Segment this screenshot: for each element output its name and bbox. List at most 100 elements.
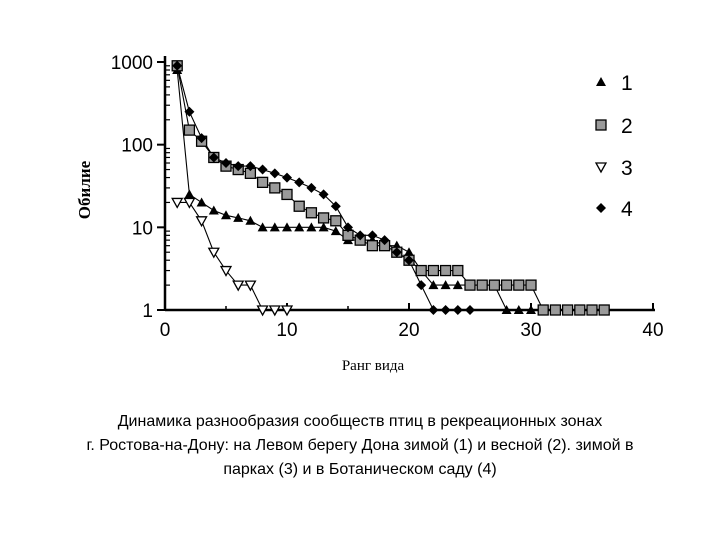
- series-4-point: [318, 189, 329, 200]
- series-2-point: [427, 264, 440, 277]
- series-4-point: [391, 247, 402, 258]
- series-2-point: [439, 264, 452, 277]
- series-3-point: [195, 216, 208, 228]
- series-1-point: [257, 222, 268, 232]
- data-markers: [171, 60, 610, 317]
- series-1-point: [196, 197, 207, 207]
- series-4-point: [282, 172, 292, 183]
- series-1-point: [245, 215, 256, 225]
- series-4-point: [306, 182, 317, 193]
- series-2-point: [513, 279, 525, 291]
- series-4-point: [343, 222, 353, 233]
- series-4-point: [196, 133, 207, 144]
- series-1-point: [428, 280, 439, 290]
- series-4-point: [257, 164, 268, 175]
- legend-4-marker: [596, 203, 606, 213]
- series-1-point: [501, 305, 512, 314]
- series-3-point: [268, 305, 281, 317]
- series-3-point: [219, 265, 233, 277]
- series-2-point: [317, 212, 330, 224]
- series-1-point: [318, 222, 329, 232]
- series-3-point: [280, 305, 294, 317]
- series-2-point: [366, 240, 379, 252]
- legend-1-label: 1: [621, 72, 633, 95]
- legend-2-label: 2: [621, 115, 633, 138]
- series-1-point: [306, 222, 317, 232]
- series-3-point: [256, 305, 269, 317]
- series-3-point: [171, 197, 184, 209]
- series-4-point: [465, 305, 475, 315]
- series-3-point: [207, 247, 220, 259]
- series-2-point: [525, 279, 537, 291]
- series-4-point: [233, 161, 244, 172]
- series-4-point: [208, 152, 219, 163]
- series-4-point: [221, 158, 231, 169]
- series-2-point: [452, 264, 464, 277]
- x-axis-label: Ранг вида: [342, 358, 405, 374]
- series-1-point: [269, 222, 280, 232]
- series-2-point: [281, 188, 293, 201]
- series-2-point: [293, 200, 305, 212]
- legend: 1 2 3 4: [594, 72, 633, 221]
- y-tick-label: 100: [121, 136, 153, 157]
- legend-1-marker: [596, 77, 606, 86]
- series-1-point: [440, 280, 451, 290]
- series-1-point: [282, 222, 292, 232]
- chart-axes: 0 10 20 30 40 1 10 100 1000: [111, 53, 664, 341]
- series-2-point: [256, 176, 269, 189]
- series-2-point: [488, 279, 501, 291]
- series-2-line: [176, 65, 605, 311]
- series-1-point: [452, 280, 463, 290]
- series-2-point: [464, 279, 476, 291]
- series-4-point: [379, 235, 390, 246]
- series-4-point: [452, 305, 463, 315]
- y-tick-label: 1: [142, 301, 153, 322]
- series-4-point: [294, 177, 305, 188]
- series-3-point: [244, 280, 257, 292]
- series-2-point: [330, 215, 342, 227]
- series-4-point: [428, 305, 439, 315]
- rank-abundance-chart: 0 10 20 30 40 1 10 100 1000 1 2 3 4 Ранг вида Обили…: [75, 53, 664, 374]
- series-2-point: [476, 279, 488, 291]
- series-4-point: [440, 305, 451, 315]
- series-2-point: [269, 182, 281, 194]
- series-1-point: [526, 305, 536, 314]
- legend-3-marker: [594, 162, 608, 174]
- series-4-point: [269, 168, 280, 179]
- caption-line-3: парках (3) и в Ботаническом саду (4): [223, 461, 497, 478]
- series-3-point: [232, 280, 245, 292]
- figure-caption: Динамика разнообразия сообществ птиц в р…: [0, 410, 720, 482]
- series-3-point: [183, 197, 196, 209]
- series-4-point: [172, 60, 183, 71]
- series-1-point: [233, 212, 244, 222]
- series-2-point: [500, 279, 513, 291]
- x-tick-label: 10: [276, 320, 297, 341]
- series-2-point: [305, 207, 318, 219]
- series-1-line: [176, 69, 556, 311]
- legend-2-marker: [595, 119, 607, 131]
- series-1-point: [330, 226, 341, 236]
- series-1-point: [404, 247, 414, 257]
- x-tick-label: 40: [642, 320, 663, 341]
- series-4-point: [330, 201, 341, 212]
- series-4-point: [367, 230, 378, 241]
- series-1-point: [513, 305, 524, 314]
- series-1-point: [294, 222, 305, 232]
- series-4-point: [355, 230, 366, 241]
- series-4-point: [404, 255, 414, 266]
- series-2-point: [561, 304, 574, 316]
- series-1-point: [208, 205, 219, 215]
- series-4-point: [245, 161, 256, 172]
- x-tick-label: 20: [398, 320, 419, 341]
- series-2-point: [549, 304, 562, 316]
- series-3-line: [177, 201, 287, 311]
- y-axis-label: Обилие: [75, 160, 94, 219]
- series-lines: [176, 65, 605, 311]
- x-tick-label: 0: [160, 320, 171, 341]
- caption-line-1: Динамика разнообразия сообществ птиц в р…: [117, 413, 603, 430]
- x-tick-label: 30: [520, 320, 541, 341]
- legend-4-label: 4: [621, 198, 633, 221]
- y-tick-label: 10: [132, 218, 153, 239]
- series-4-point: [184, 106, 195, 117]
- series-4-point: [416, 280, 427, 291]
